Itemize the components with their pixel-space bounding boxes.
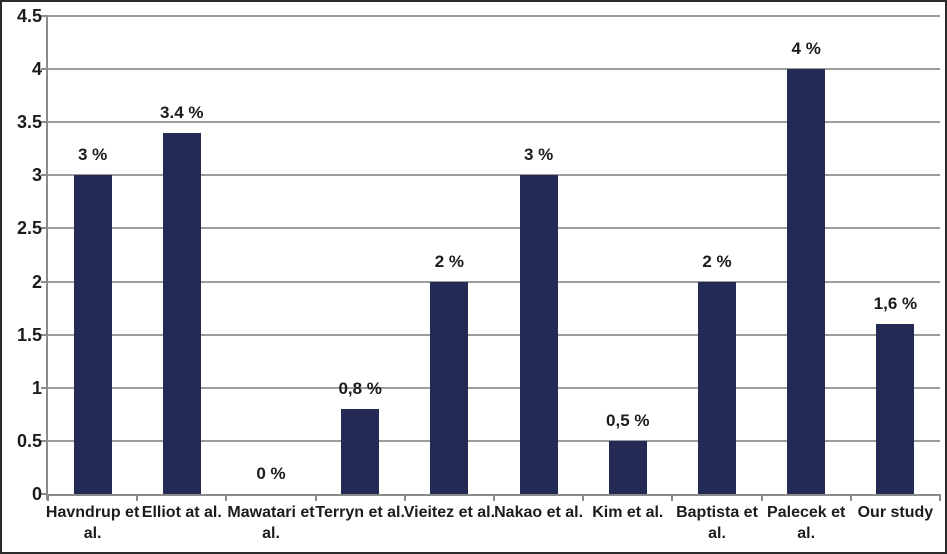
- bar-data-label: 3 %: [523, 145, 554, 165]
- x-axis-category-label: Terryn et al.: [315, 504, 405, 521]
- y-axis-tick-label: 2.5: [16, 218, 42, 239]
- x-axis-tick: [493, 494, 495, 501]
- y-axis-tick: [41, 15, 48, 17]
- bar: [73, 175, 112, 494]
- y-axis-tick-label: 4: [31, 59, 42, 80]
- x-axis-category-label: Our study: [857, 504, 934, 521]
- y-axis-tick: [41, 439, 48, 442]
- x-axis-tick: [760, 494, 763, 501]
- x-axis-tick: [849, 494, 852, 501]
- bar-data-label: 2 %: [702, 251, 732, 271]
- y-axis-tick: [41, 121, 48, 124]
- gridline: [48, 386, 940, 389]
- y-axis-tick-label: 1: [31, 377, 42, 398]
- gridline: [48, 439, 940, 442]
- y-axis-tick: [41, 227, 48, 230]
- x-axis-tick: [671, 494, 674, 501]
- bar: [519, 175, 558, 494]
- y-axis-tick: [41, 493, 48, 495]
- y-axis-tick-label: 3: [31, 165, 42, 186]
- bar: [876, 324, 915, 494]
- x-axis-category-label: Elliot at al.: [141, 504, 222, 521]
- x-axis-tick: [136, 494, 139, 501]
- y-axis-tick: [41, 333, 48, 336]
- x-axis-tick: [403, 494, 406, 501]
- y-axis-tick: [41, 174, 48, 177]
- y-axis-tick-label: 4.5: [16, 6, 42, 26]
- x-axis-tick: [582, 494, 585, 501]
- gridline: [48, 280, 940, 283]
- bar: [162, 132, 201, 494]
- bar: [430, 281, 469, 494]
- bar-data-label: 0,5 %: [606, 410, 650, 430]
- gridline: [48, 121, 940, 124]
- gridline: [48, 68, 940, 71]
- x-axis-category-label: Havndrup et al.: [45, 504, 140, 542]
- x-axis-tick: [314, 494, 317, 501]
- x-axis-category-label: Palecek et al.: [767, 504, 846, 542]
- x-axis-tick: [47, 494, 49, 501]
- gridline: [48, 15, 940, 17]
- x-axis-category-label: Mawatari et al.: [227, 504, 315, 542]
- y-axis-tick-label: 3.5: [16, 112, 42, 133]
- bar: [698, 281, 736, 494]
- x-axis-category-label: Vieitez et al.: [403, 504, 496, 521]
- bar-data-label: 3 %: [77, 145, 108, 165]
- bar-data-label: 0 %: [256, 464, 286, 483]
- y-axis-tick-label: 0.5: [16, 430, 42, 451]
- bar-data-label: 0,8 %: [338, 379, 382, 399]
- bar-data-label: 1,6 %: [873, 294, 918, 314]
- bar-data-label: 3.4 %: [160, 102, 204, 122]
- y-axis-line: [46, 16, 48, 500]
- x-axis-category-label: Baptista et al.: [676, 504, 758, 542]
- gridline: [48, 174, 940, 177]
- x-axis-tick: [225, 494, 228, 501]
- gridline: [48, 227, 940, 230]
- y-axis-tick: [41, 386, 48, 389]
- bar-data-label: 2 %: [434, 251, 465, 271]
- y-axis-tick-label: 0: [31, 484, 42, 504]
- bar-data-label: 4 %: [791, 39, 821, 59]
- x-axis-tick: [939, 494, 941, 501]
- y-axis-tick: [41, 68, 48, 71]
- bar: [608, 440, 647, 494]
- y-axis-tick-label: 2: [31, 271, 42, 292]
- gridline: [48, 333, 940, 336]
- y-axis-tick: [41, 280, 48, 283]
- bar: [341, 409, 380, 494]
- x-axis-category-label: Nakao et al.: [494, 504, 584, 521]
- bar: [787, 69, 826, 494]
- x-axis-category-label: Kim et al.: [592, 504, 664, 521]
- y-axis-tick-label: 1.5: [16, 324, 42, 345]
